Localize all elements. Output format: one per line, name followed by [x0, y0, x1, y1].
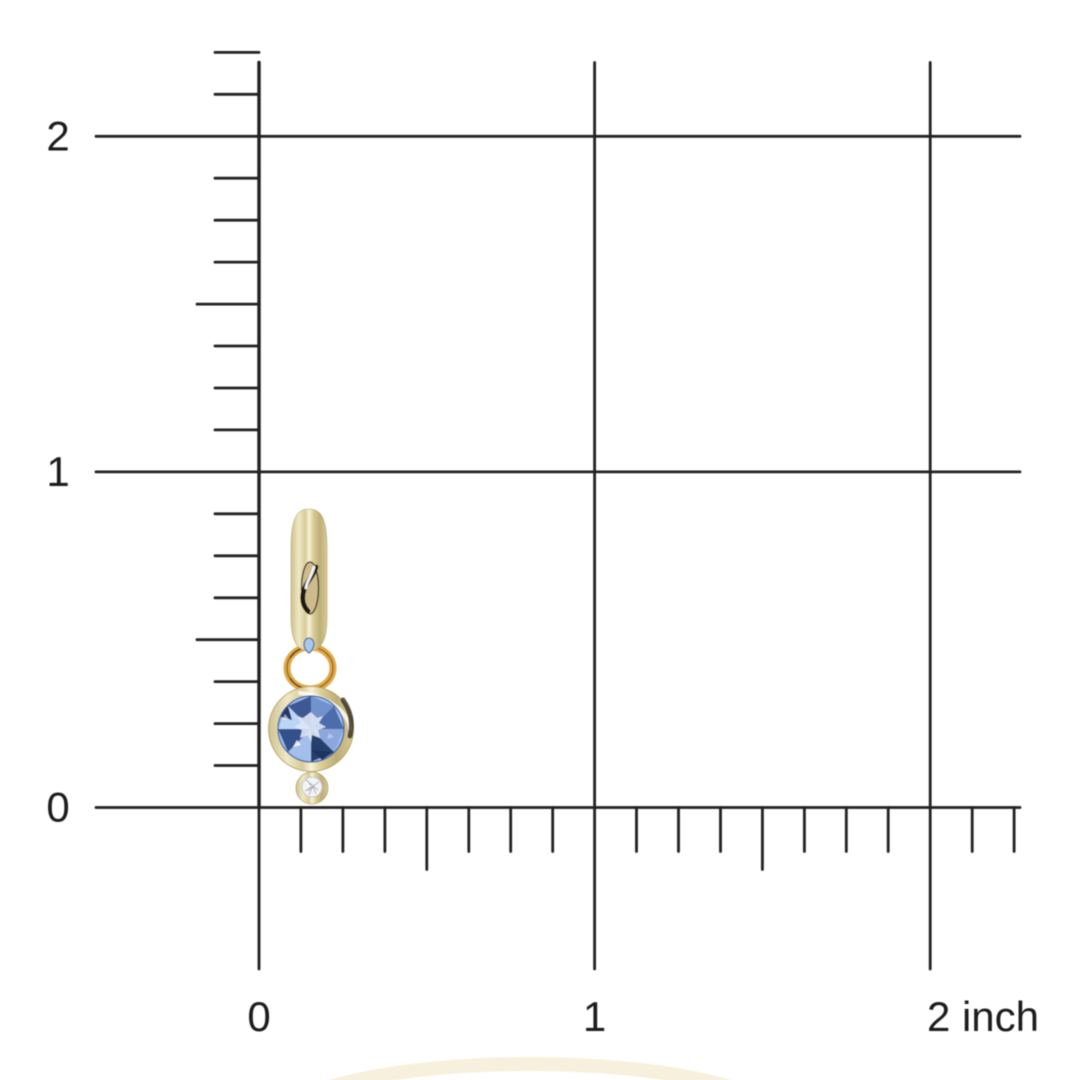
svg-text:2 inch: 2 inch [927, 993, 1039, 1040]
svg-text:0: 0 [247, 993, 270, 1040]
svg-text:0: 0 [46, 784, 69, 831]
svg-text:2: 2 [46, 112, 69, 159]
svg-text:1: 1 [583, 993, 606, 1040]
svg-text:1: 1 [46, 448, 69, 495]
